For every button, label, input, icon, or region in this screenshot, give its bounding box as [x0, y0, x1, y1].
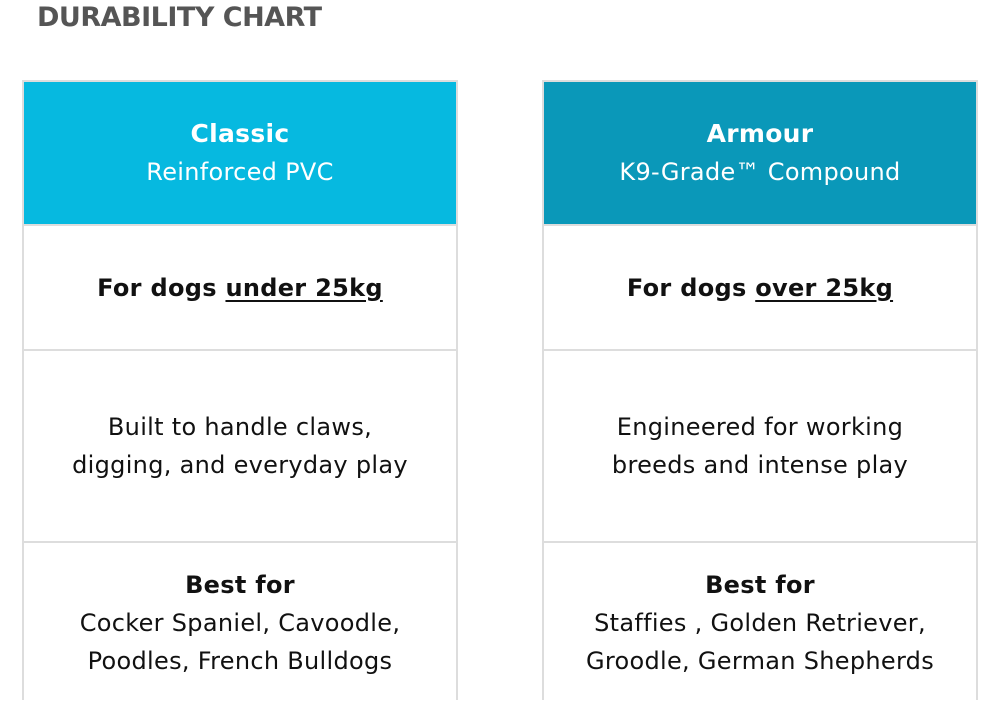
description-line: breeds and intense play — [611, 451, 909, 479]
weight-emphasis: over 25kg — [755, 273, 894, 302]
card-header: Armour K9-Grade™ Compound — [544, 82, 976, 224]
weight-row: For dogs over 25kg — [544, 224, 976, 349]
weight-prefix: For dogs — [97, 273, 217, 302]
description-line: digging, and everyday play — [72, 451, 408, 479]
weight-row: For dogs under 25kg — [24, 224, 456, 349]
best-for-row: Best for Cocker Spaniel, Cavoodle, Poodl… — [24, 541, 456, 702]
card-material: Reinforced PVC — [146, 158, 334, 186]
weight-emphasis: under 25kg — [225, 273, 383, 302]
description-row: Built to handle claws, digging, and ever… — [24, 349, 456, 541]
weight-text: For dogs over 25kg — [627, 269, 893, 307]
description-row: Engineered for working breeds and intens… — [544, 349, 976, 541]
page-title: DURABILITY CHART — [37, 2, 322, 33]
card-header: Classic Reinforced PVC — [24, 82, 456, 224]
card: Armour K9-Grade™ Compound For dogs over … — [542, 80, 978, 700]
best-for-line: Groodle, German Shepherds — [585, 646, 935, 675]
card-name: Armour — [706, 119, 814, 148]
best-for-line: Staffies , Golden Retriever, — [594, 608, 926, 637]
best-for-row: Best for Staffies , Golden Retriever, Gr… — [544, 541, 976, 702]
card: Classic Reinforced PVC For dogs under 25… — [22, 80, 458, 700]
best-for-label: Best for — [705, 570, 815, 599]
best-for-label: Best for — [185, 570, 295, 599]
description-line: Built to handle claws, — [107, 413, 373, 441]
weight-text: For dogs under 25kg — [97, 269, 383, 307]
card-name: Classic — [190, 119, 290, 148]
best-for-line: Poodles, French Bulldogs — [87, 646, 393, 675]
card-material: K9-Grade™ Compound — [619, 158, 901, 186]
best-for-line: Cocker Spaniel, Cavoodle, — [79, 608, 401, 637]
weight-prefix: For dogs — [626, 273, 747, 302]
description-line: Engineered for working — [616, 413, 904, 441]
